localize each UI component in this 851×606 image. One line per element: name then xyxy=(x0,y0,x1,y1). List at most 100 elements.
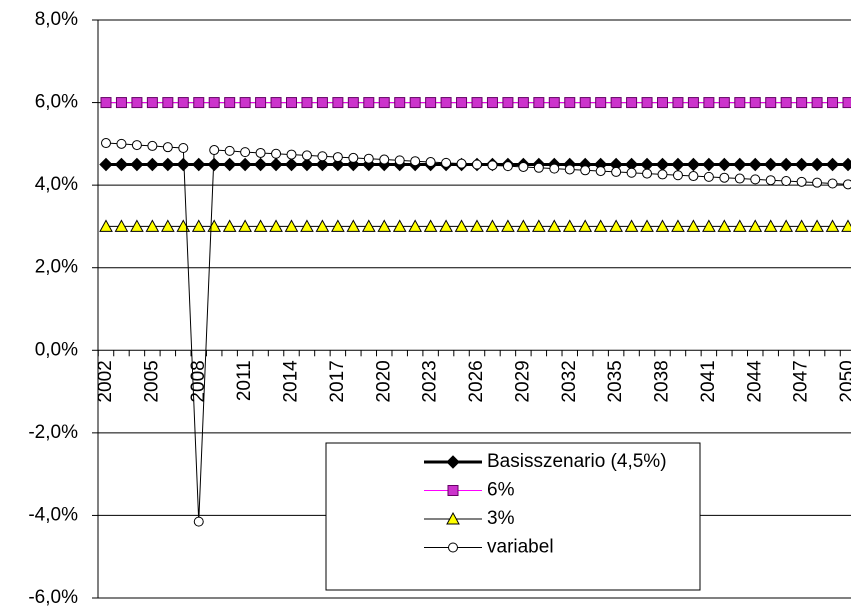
data-point xyxy=(626,167,637,178)
data-point xyxy=(688,171,699,182)
legend-marker xyxy=(446,455,460,469)
data-point xyxy=(702,157,716,172)
data-point xyxy=(516,219,531,232)
data-point xyxy=(642,168,653,179)
data-point xyxy=(641,97,653,109)
data-point xyxy=(191,219,206,232)
data-point xyxy=(518,161,529,172)
data-point xyxy=(394,97,406,109)
data-point xyxy=(748,219,763,232)
data-point xyxy=(348,152,359,163)
data-point xyxy=(284,157,299,172)
data-point xyxy=(796,176,807,187)
data-point xyxy=(192,157,206,172)
data-point xyxy=(562,219,577,232)
data-point xyxy=(734,173,745,184)
x-tick-label: 2011 xyxy=(234,360,255,401)
data-point xyxy=(686,157,701,172)
data-point xyxy=(781,176,792,187)
data-point xyxy=(130,219,144,232)
series xyxy=(101,138,851,527)
data-point xyxy=(410,156,421,167)
data-point xyxy=(115,97,127,109)
data-point xyxy=(301,97,313,109)
data-point xyxy=(238,157,252,172)
data-point xyxy=(269,219,283,232)
legend-marker xyxy=(446,511,460,525)
data-point xyxy=(423,219,438,232)
data-point xyxy=(456,158,467,169)
data-point xyxy=(222,157,237,172)
data-point xyxy=(593,219,608,232)
data-point xyxy=(827,178,838,189)
x-tick-label: 2017 xyxy=(327,360,348,402)
data-point xyxy=(640,219,654,232)
data-point xyxy=(146,97,158,109)
data-point xyxy=(253,219,268,232)
data-point xyxy=(841,157,851,172)
data-point xyxy=(116,138,127,149)
data-point xyxy=(611,166,622,177)
y-tick-label: 2,0% xyxy=(35,257,78,278)
data-point xyxy=(440,97,452,109)
data-point xyxy=(471,97,483,109)
data-point xyxy=(564,164,575,175)
data-point xyxy=(317,151,328,162)
x-tick-label: 2029 xyxy=(512,360,533,402)
data-point xyxy=(825,219,840,232)
data-point xyxy=(193,97,205,109)
data-point xyxy=(331,157,345,172)
data-point xyxy=(255,147,266,158)
data-point xyxy=(703,97,715,109)
data-point xyxy=(671,157,685,172)
x-tick-label: 2023 xyxy=(420,360,441,402)
y-tick-label: 4,0% xyxy=(35,174,78,195)
data-point xyxy=(764,157,778,172)
data-point xyxy=(487,160,498,171)
data-point xyxy=(145,219,160,232)
data-point xyxy=(780,97,792,109)
data-point xyxy=(131,97,143,109)
data-point xyxy=(300,157,314,172)
data-point xyxy=(717,157,732,172)
data-point xyxy=(595,97,607,109)
y-tick-label: -2,0% xyxy=(28,422,78,443)
data-point xyxy=(239,97,251,109)
data-point xyxy=(470,219,484,232)
data-point xyxy=(547,219,562,232)
data-point xyxy=(703,171,714,182)
data-point xyxy=(655,157,670,172)
data-point xyxy=(671,219,685,232)
legend-label: 6% xyxy=(487,480,515,501)
data-point xyxy=(765,97,777,109)
data-point xyxy=(439,219,453,232)
data-point xyxy=(347,97,359,109)
data-point xyxy=(749,97,761,109)
x-tick-label: 2026 xyxy=(466,360,487,402)
data-point xyxy=(595,166,606,177)
data-point xyxy=(363,153,374,164)
data-point xyxy=(796,97,808,109)
data-point xyxy=(425,157,436,168)
data-point xyxy=(222,219,237,232)
data-point xyxy=(99,157,113,172)
data-point xyxy=(161,157,175,172)
data-point xyxy=(160,219,175,232)
data-point xyxy=(578,219,593,232)
data-point xyxy=(147,140,158,151)
x-tick-label: 2020 xyxy=(373,360,394,402)
data-point xyxy=(718,97,730,109)
data-point xyxy=(394,155,405,166)
data-point xyxy=(672,170,683,181)
data-point xyxy=(224,145,235,156)
data-point xyxy=(162,97,174,109)
data-point xyxy=(672,97,684,109)
data-point xyxy=(531,219,546,232)
data-point xyxy=(286,97,297,109)
data-point xyxy=(794,157,809,172)
data-point xyxy=(114,157,129,172)
data-point xyxy=(253,157,268,172)
data-point xyxy=(178,142,189,153)
data-point xyxy=(734,97,746,109)
